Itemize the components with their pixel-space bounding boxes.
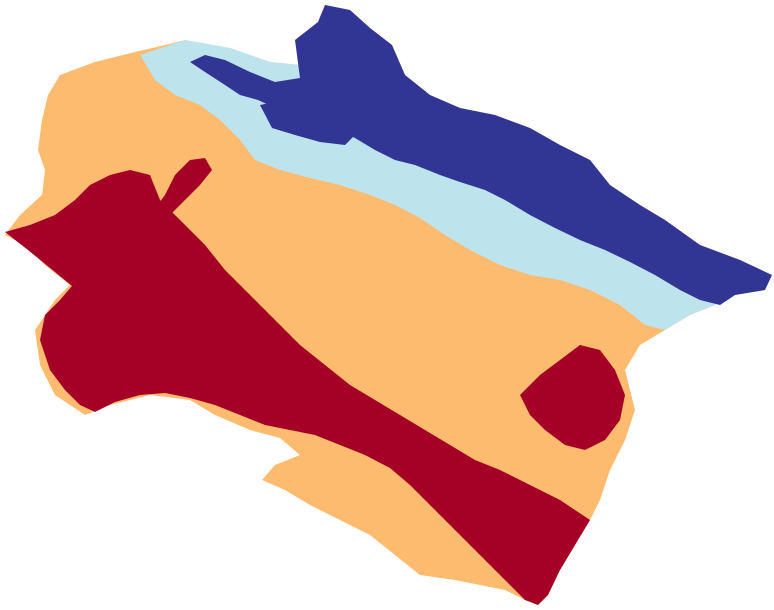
region-south-belt [5, 170, 590, 605]
region-north-patch [260, 100, 355, 145]
region-south-patch-east [520, 345, 625, 450]
region-outline [5, 5, 772, 605]
region-south-patch-north [150, 158, 212, 225]
region-north-belt [190, 5, 772, 305]
